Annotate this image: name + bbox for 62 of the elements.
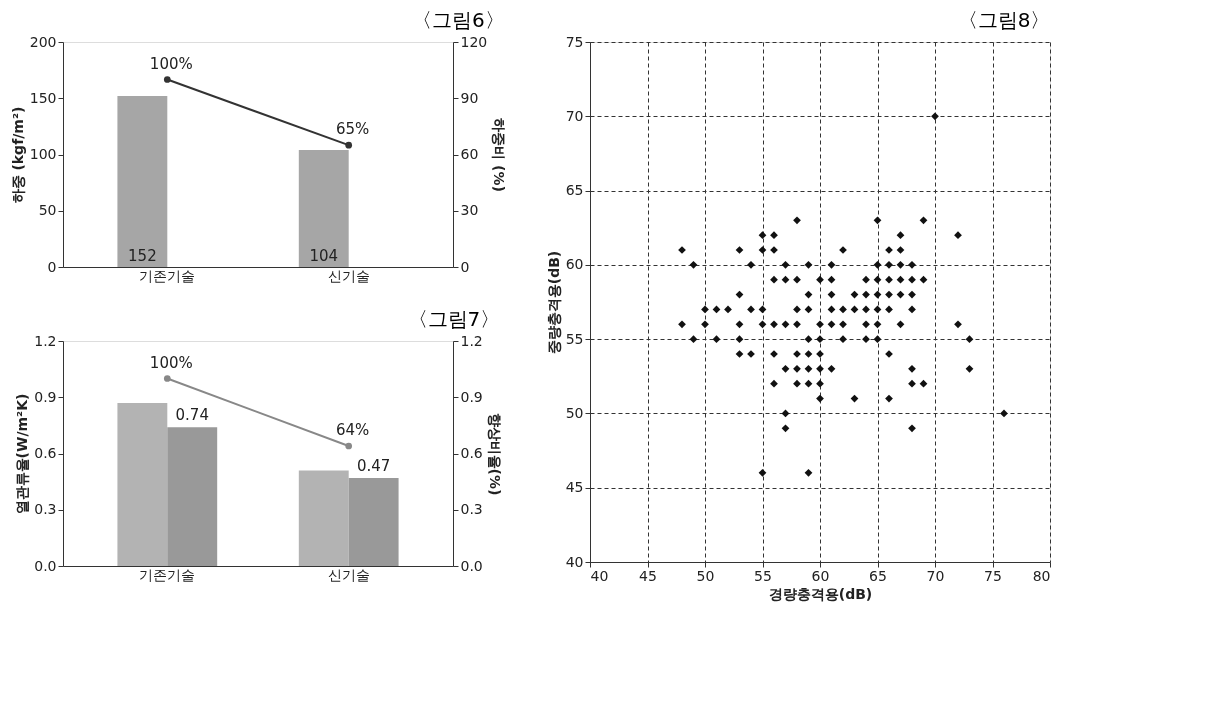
y2-tick-label: 0.6 [460,445,483,461]
y2-tick-label: 0 [460,258,470,275]
x-axis-title: 경량충격용(dB) [768,585,873,602]
x-tick-label: 65 [869,567,887,584]
y2-tick-label: 0.0 [460,557,483,574]
y-tick-label: 100 [29,146,57,162]
y-tick-label: 40 [565,553,584,570]
y-tick-label: 0.0 [34,557,57,574]
chart-title: 〈그림7〉 [407,307,501,331]
y2-tick-label: 0.3 [460,501,483,518]
y2-tick-label: 1.2 [460,332,483,349]
x-tick-label: 신기술 [327,566,370,583]
y-tick-label: 0.6 [34,445,57,461]
data-label: 0.47 [356,456,391,475]
y-tick-label: 70 [565,107,584,124]
x-tick-label: 40 [590,567,609,584]
y-tick-label: 50 [38,202,57,219]
y-tick-label: 0.3 [34,501,57,518]
y-tick-label: 50 [565,404,584,421]
y2-axis-title: 하중비 (%) [491,118,508,192]
x-tick-label: 75 [984,567,1002,584]
bar [117,402,168,566]
data-label: 100% [149,54,193,73]
y-tick-label: 45 [565,479,584,496]
x-tick-label: 기존기술 [139,566,196,583]
y-axis-title: 중량충격용(dB) [545,250,562,355]
x-tick-label: 70 [926,567,945,584]
y-tick-label: 150 [29,89,57,106]
y2-tick-label: 120 [460,33,488,50]
y-tick-label: 0 [47,258,57,275]
x-tick-label: 45 [639,567,657,584]
bar [348,477,399,566]
y-tick-label: 1.2 [34,332,57,349]
x-tick-label: 60 [811,567,830,584]
y-tick-label: 200 [29,33,57,50]
y-tick-label: 75 [565,33,584,50]
chart-title: 〈그림6〉 [411,8,505,32]
x-tick-label: 기존기술 [139,267,196,284]
x-tick-label: 55 [754,567,772,584]
y-tick-label: 60 [565,256,584,273]
bar [167,427,218,566]
data-label: 100% [149,353,193,372]
y-axis-title: 열관류율(W/m²K) [14,393,31,515]
x-tick-label: 신기술 [327,267,370,284]
y2-tick-label: 30 [460,202,479,219]
data-label: 152 [128,247,157,265]
data-label: 64% [336,421,370,439]
y-tick-label: 55 [565,330,584,347]
y2-tick-label: 90 [460,89,479,106]
y2-axis-title: 향상비율(%) [486,412,503,496]
y-tick-label: 0.9 [34,388,57,405]
y2-tick-label: 60 [460,146,479,162]
data-label: 104 [309,247,339,265]
data-label: 0.74 [175,406,209,425]
y-tick-label: 65 [565,182,584,199]
x-tick-label: 50 [696,567,715,584]
y2-tick-label: 0.9 [460,388,483,405]
y-axis-title: 하중 (kgf/m²) [9,106,26,204]
x-tick-label: 80 [1032,567,1051,584]
bar [298,470,349,566]
data-label: 65% [336,120,370,139]
chart-title: 〈그림8〉 [957,8,1051,32]
